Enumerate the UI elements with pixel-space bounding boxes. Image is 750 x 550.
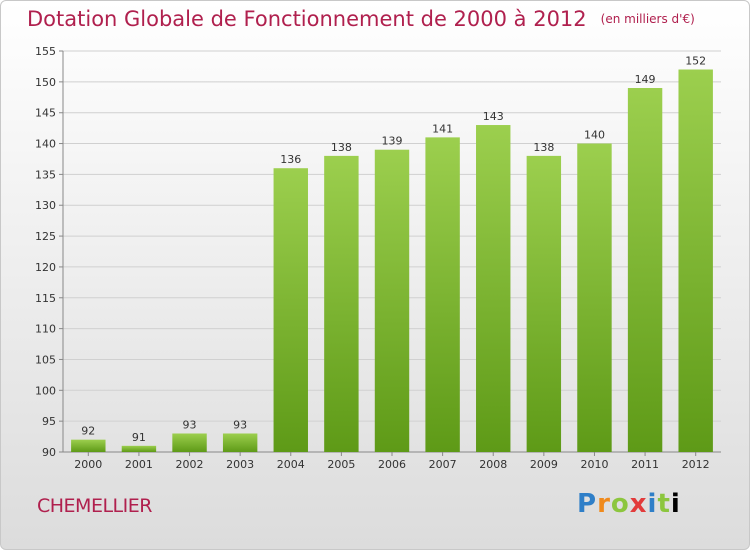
x-tick-label: 2007 <box>429 458 457 471</box>
bar-value-label: 141 <box>432 122 453 135</box>
bar <box>324 155 359 452</box>
bar-value-label: 149 <box>635 73 656 86</box>
y-tick-label: 130 <box>35 199 56 212</box>
bar-value-label: 139 <box>382 135 403 148</box>
bar <box>476 125 511 453</box>
bar <box>425 137 460 452</box>
x-tick-label: 2006 <box>378 458 406 471</box>
bar <box>526 155 562 452</box>
bar-value-label: 91 <box>132 431 146 444</box>
x-tick-label: 2001 <box>125 458 153 471</box>
bar-value-label: 140 <box>584 129 605 142</box>
x-tick-label: 2004 <box>277 458 305 471</box>
bar-value-label: 92 <box>81 425 95 438</box>
y-tick-label: 125 <box>35 230 56 243</box>
bar-value-label: 136 <box>280 153 301 166</box>
bar <box>374 149 410 452</box>
proxiti-logo[interactable]: Proxiti <box>577 489 681 519</box>
x-tick-label: 2009 <box>530 458 558 471</box>
y-tick-label: 95 <box>42 415 56 428</box>
bar <box>172 433 207 452</box>
y-tick-label: 155 <box>35 45 56 58</box>
y-tick-label: 135 <box>35 168 56 181</box>
x-tick-label: 2003 <box>226 458 254 471</box>
bar-value-label: 93 <box>233 418 247 431</box>
bar-value-label: 138 <box>331 141 352 154</box>
bar-value-label: 143 <box>483 110 504 123</box>
y-tick-label: 120 <box>35 261 56 274</box>
bar-value-label: 138 <box>533 141 554 154</box>
bar <box>627 88 663 452</box>
chart-title-text: Dotation Globale de Fonctionnement de 20… <box>27 7 587 31</box>
bar <box>273 168 308 452</box>
y-tick-label: 105 <box>35 353 56 366</box>
y-tick-label: 100 <box>35 384 56 397</box>
y-tick-label: 90 <box>42 446 56 459</box>
commune-name: CHEMELLIER <box>37 495 152 517</box>
x-tick-label: 2011 <box>631 458 659 471</box>
bar <box>222 433 258 452</box>
bar <box>71 439 106 452</box>
bar <box>678 69 713 452</box>
x-tick-label: 2000 <box>74 458 102 471</box>
bar-value-label: 93 <box>183 418 197 431</box>
x-tick-label: 2005 <box>327 458 355 471</box>
chart-title: Dotation Globale de Fonctionnement de 20… <box>27 7 695 31</box>
bar-value-label: 152 <box>685 55 706 68</box>
y-tick-label: 115 <box>35 292 56 305</box>
y-tick-label: 110 <box>35 323 56 336</box>
x-tick-label: 2002 <box>176 458 204 471</box>
x-tick-label: 2012 <box>682 458 710 471</box>
x-tick-label: 2010 <box>580 458 608 471</box>
x-tick-label: 2008 <box>479 458 507 471</box>
y-tick-label: 150 <box>35 76 56 89</box>
bar <box>121 445 157 452</box>
y-tick-label: 140 <box>35 138 56 151</box>
bar <box>577 143 612 453</box>
y-tick-label: 145 <box>35 107 56 120</box>
chart-unit: (en milliers d'€) <box>600 12 695 26</box>
